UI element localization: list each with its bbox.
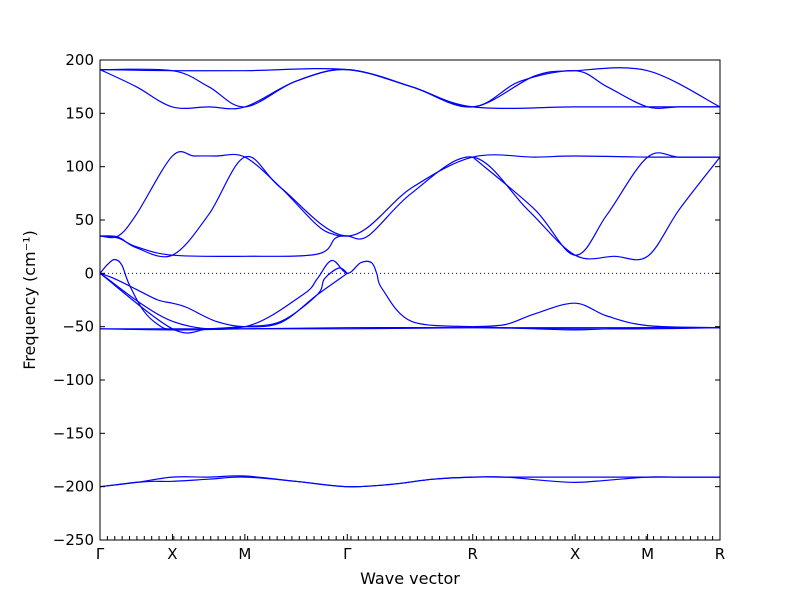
y-tick-label: 150 [65,104,94,122]
x-tick-label: X [570,545,580,563]
x-axis-title: Wave vector [360,569,460,588]
band-line-16 [99,68,720,110]
x-tick-label: Γ [96,545,105,563]
band-line-9 [472,302,721,329]
x-tick-label: R [468,545,478,563]
y-tick-label: 200 [65,51,94,69]
y-axis-title: Frequency (cm⁻¹) [20,230,39,369]
band-line-17 [99,68,720,109]
y-tick-label: 50 [75,211,94,229]
band-line-4 [99,327,720,330]
y-tick-label: −50 [62,318,94,336]
plot-frame [99,59,721,541]
y-tick-label: −150 [53,424,94,442]
band-line-12 [99,151,348,239]
y-tick-label: 100 [65,158,94,176]
x-tick-label: Γ [343,545,352,563]
y-tick-label: −100 [53,371,94,389]
band-line-8 [99,267,348,334]
plot-series [99,67,721,488]
band-line-13 [99,154,721,258]
band-line-7 [99,259,473,330]
y-tick-label: 0 [84,264,94,282]
y-axis: 200 150 100 50 0 −50 −100 −150 −200 −250 [53,51,720,549]
band-line-15 [99,67,721,108]
y-tick-label: −250 [53,531,94,549]
band-line-10 [472,326,721,331]
x-tick-label: M [238,545,251,563]
band-line-11 [99,156,721,261]
x-tick-label: R [715,545,725,563]
band-line-6 [99,258,245,331]
x-tick-label: X [167,545,177,563]
band-line-14 [472,152,720,256]
y-tick-label: −200 [53,478,94,496]
band-line-2 [99,475,720,488]
x-tick-label: M [641,545,654,563]
